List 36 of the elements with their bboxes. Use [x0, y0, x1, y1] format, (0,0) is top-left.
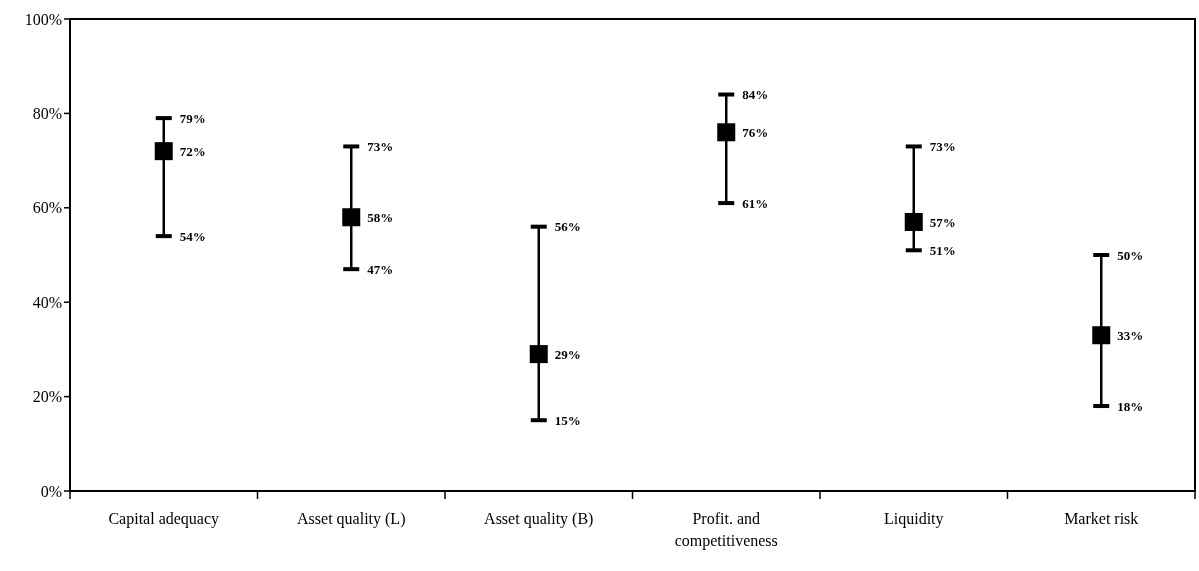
annotation: 18% [1117, 398, 1144, 414]
point [904, 212, 923, 231]
x-tick-label: Asset quality (L) [297, 510, 406, 528]
annotation: 79% [179, 110, 206, 126]
point [342, 208, 361, 227]
y-tick-label: 100% [24, 10, 62, 28]
y-tick-label: 20% [32, 388, 62, 406]
annotation: 54% [179, 228, 206, 244]
annotation: 61% [742, 195, 769, 211]
x-tick-label: Market risk [1064, 510, 1139, 527]
annotation: 73% [367, 138, 394, 154]
annotation: 51% [929, 242, 956, 258]
annotation: 84% [742, 87, 769, 103]
annotation: 56% [554, 219, 581, 235]
annotation: 15% [554, 412, 581, 428]
x-tick-label: Capital adequacy [108, 510, 220, 528]
point [529, 345, 548, 364]
point [717, 123, 736, 142]
x-tick-label: Liquidity [883, 510, 944, 528]
y-tick-label: 0% [40, 482, 62, 500]
annotation: 47% [367, 261, 394, 277]
data-label: 33% [1117, 327, 1144, 343]
point [154, 142, 173, 161]
y-tick-label: 80% [32, 105, 62, 122]
x-tick-label: Asset quality (B) [484, 510, 594, 528]
data-label: 76% [742, 124, 769, 140]
data-label: 29% [554, 346, 581, 362]
y-tick-label: 40% [32, 293, 62, 311]
annotation: 50% [1117, 247, 1144, 263]
y-tick-label: 60% [32, 199, 62, 217]
data-label: 58% [367, 209, 394, 225]
annotation: 73% [929, 138, 956, 154]
data-label: 72% [179, 143, 206, 159]
point [1092, 326, 1111, 345]
data-label: 57% [929, 214, 956, 230]
x-tick-label: Profit. and competitiveness [674, 510, 778, 550]
